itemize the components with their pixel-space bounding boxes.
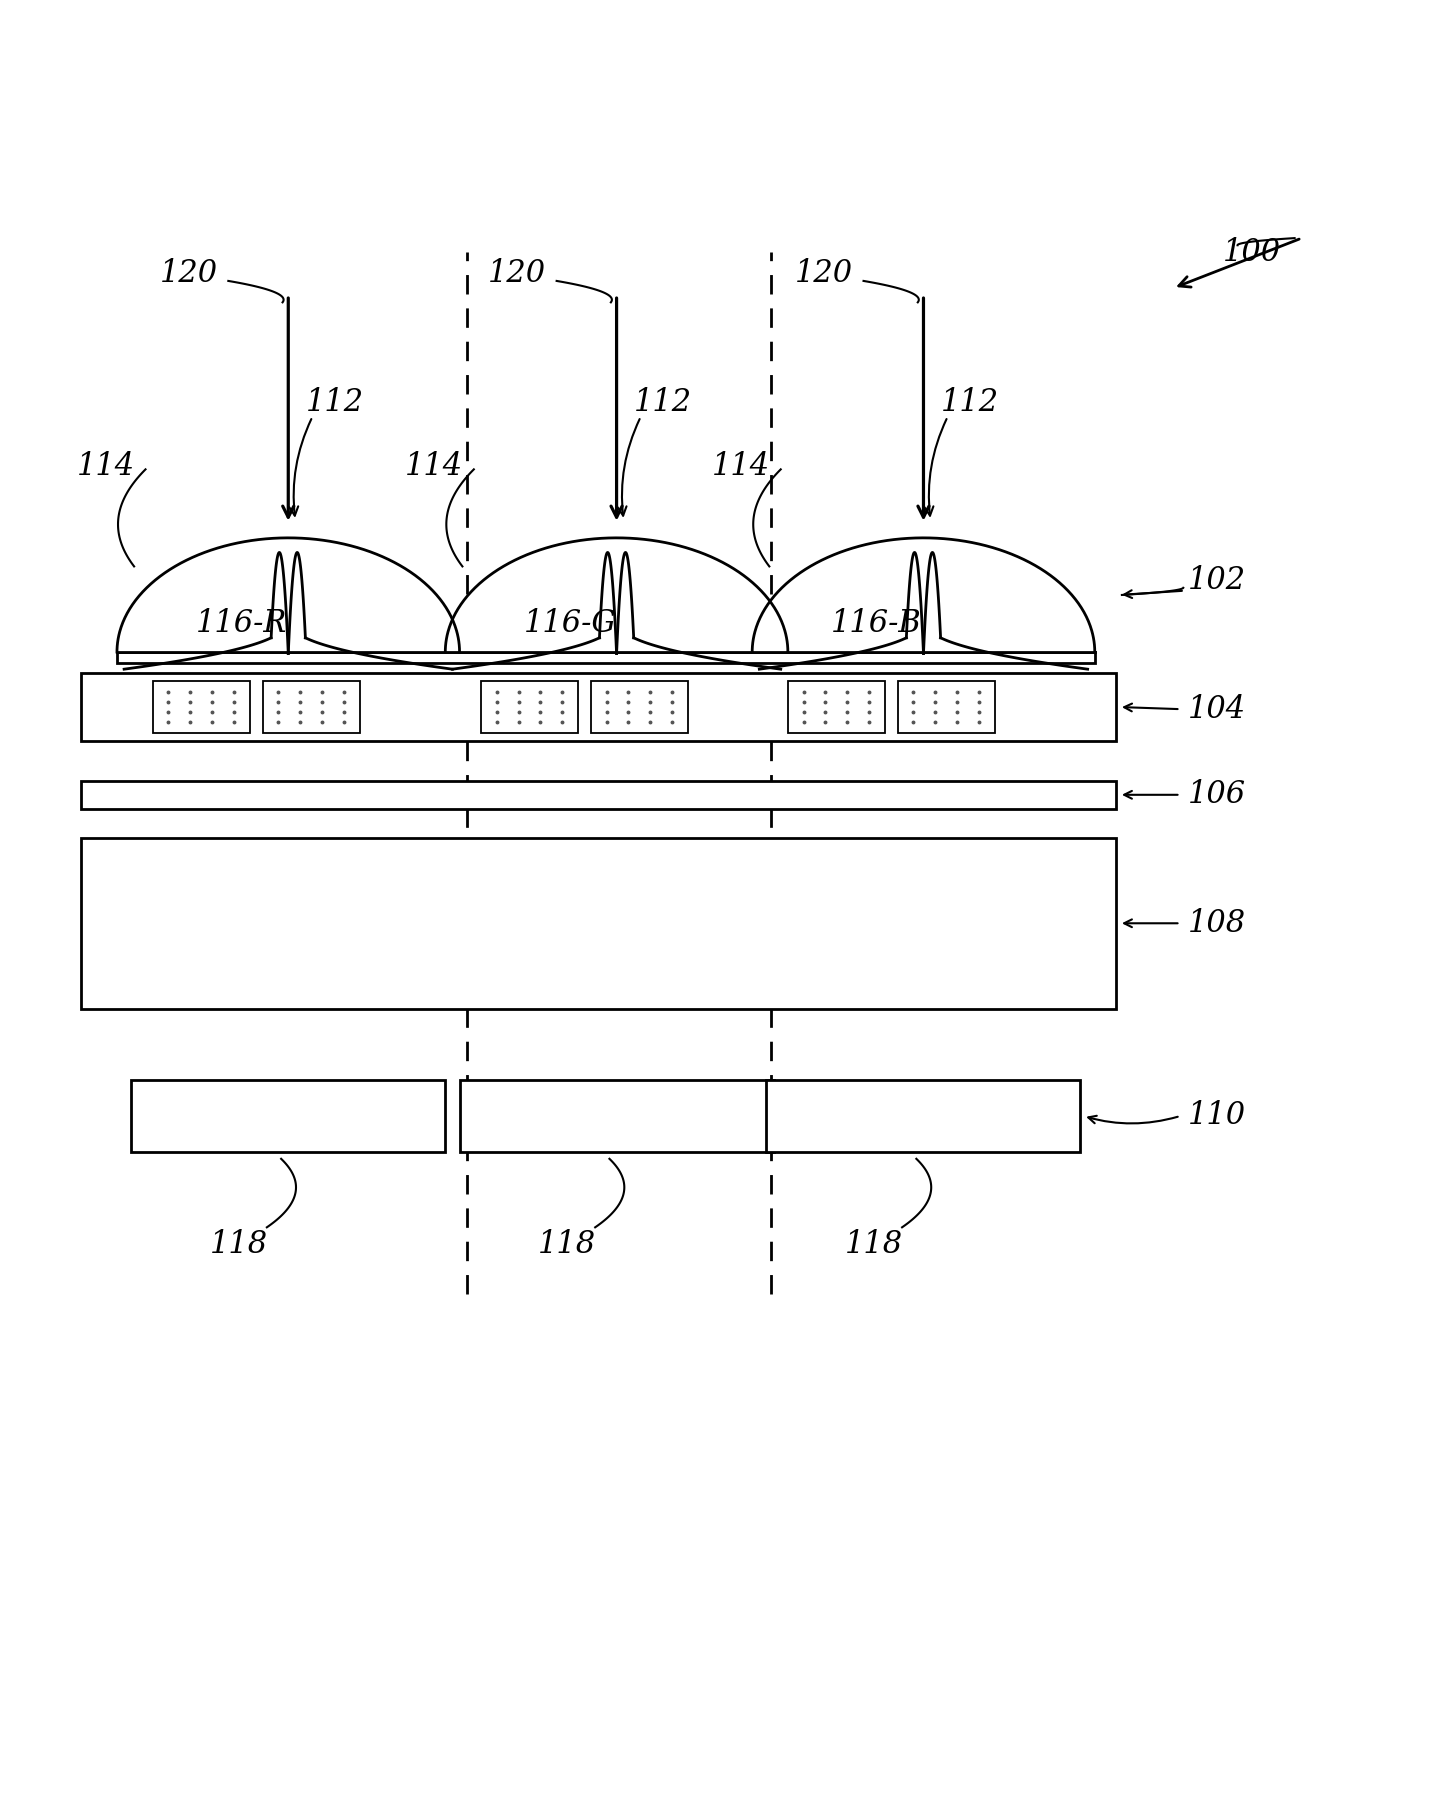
Text: 112: 112 xyxy=(940,387,999,418)
Bar xyxy=(788,680,886,733)
Text: 104: 104 xyxy=(1188,694,1245,725)
Text: 118: 118 xyxy=(537,1229,596,1260)
Bar xyxy=(118,653,1095,664)
Bar xyxy=(82,780,1116,809)
Bar xyxy=(82,838,1116,1009)
Bar xyxy=(153,680,249,733)
Text: 120: 120 xyxy=(160,258,218,289)
Text: 114: 114 xyxy=(77,451,135,482)
Bar xyxy=(262,680,360,733)
Text: 116-R: 116-R xyxy=(195,607,287,638)
Text: 112: 112 xyxy=(633,387,692,418)
Text: 116-B: 116-B xyxy=(831,607,921,638)
Text: 110: 110 xyxy=(1188,1100,1245,1131)
Polygon shape xyxy=(752,538,1095,653)
Text: 116-G: 116-G xyxy=(524,607,616,638)
Bar xyxy=(898,680,995,733)
Polygon shape xyxy=(118,538,460,653)
Text: 108: 108 xyxy=(1188,907,1245,938)
Text: 114: 114 xyxy=(406,451,463,482)
Text: 120: 120 xyxy=(489,258,546,289)
Text: 114: 114 xyxy=(712,451,771,482)
Text: 112: 112 xyxy=(305,387,364,418)
Text: 120: 120 xyxy=(795,258,853,289)
Bar xyxy=(460,1080,774,1151)
Bar xyxy=(590,680,688,733)
Bar xyxy=(481,680,577,733)
Bar xyxy=(82,673,1116,740)
Bar xyxy=(767,1080,1080,1151)
Text: 102: 102 xyxy=(1188,565,1245,596)
Text: 118: 118 xyxy=(845,1229,903,1260)
Text: 106: 106 xyxy=(1188,780,1245,811)
Polygon shape xyxy=(446,538,788,653)
Text: 118: 118 xyxy=(209,1229,268,1260)
Bar xyxy=(132,1080,446,1151)
Text: 100: 100 xyxy=(1224,236,1281,267)
